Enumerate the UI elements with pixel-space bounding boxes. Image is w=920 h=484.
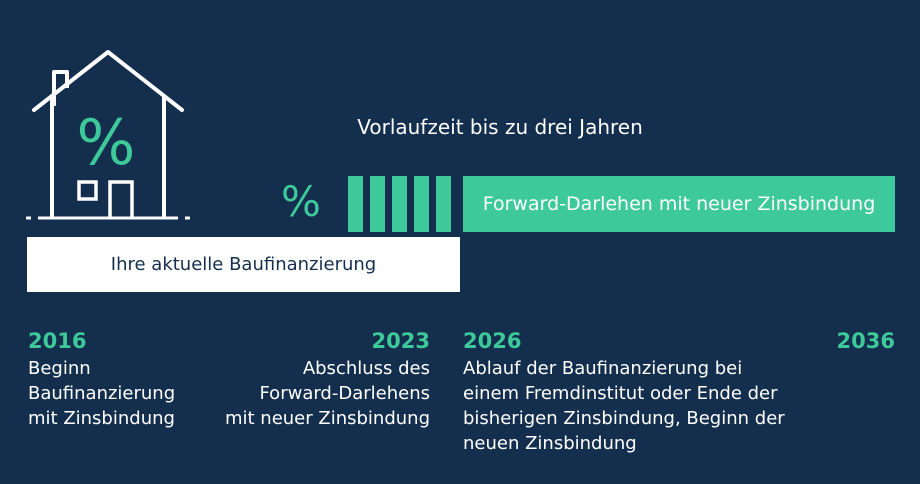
lead-time-stripe [414, 176, 429, 232]
house-percent-icon: % [26, 50, 190, 220]
milestone-description-2026: Ablauf der Baufinanzierung bei einem Fre… [463, 358, 785, 454]
lead-time-stripe [392, 176, 407, 232]
milestone-year-2023: 2023 [371, 329, 430, 353]
lead-time-label: Vorlaufzeit bis zu drei Jahren [357, 115, 643, 139]
milestone-description-2023: Abschluss des Forward-Darlehens mit neue… [224, 358, 430, 429]
lead-time-stripe [436, 176, 451, 232]
current-financing-bar: Ihre aktuelle Baufinanzierung [27, 237, 460, 292]
milestone-year-2016: 2016 [28, 329, 87, 353]
milestone-description-2016: Beginn Baufinanzierung mit Zinsbindung [28, 358, 176, 429]
lead-time-stripe [348, 176, 363, 232]
milestone-year-2026: 2026 [463, 329, 522, 353]
lead-time-stripe [370, 176, 385, 232]
house-percent-sign: % [77, 106, 136, 179]
milestone-year-2036: 2036 [836, 329, 895, 353]
percent-icon: % [281, 177, 321, 226]
forward-loan-bar: Forward-Darlehen mit neuer Zinsbindung [463, 176, 895, 232]
